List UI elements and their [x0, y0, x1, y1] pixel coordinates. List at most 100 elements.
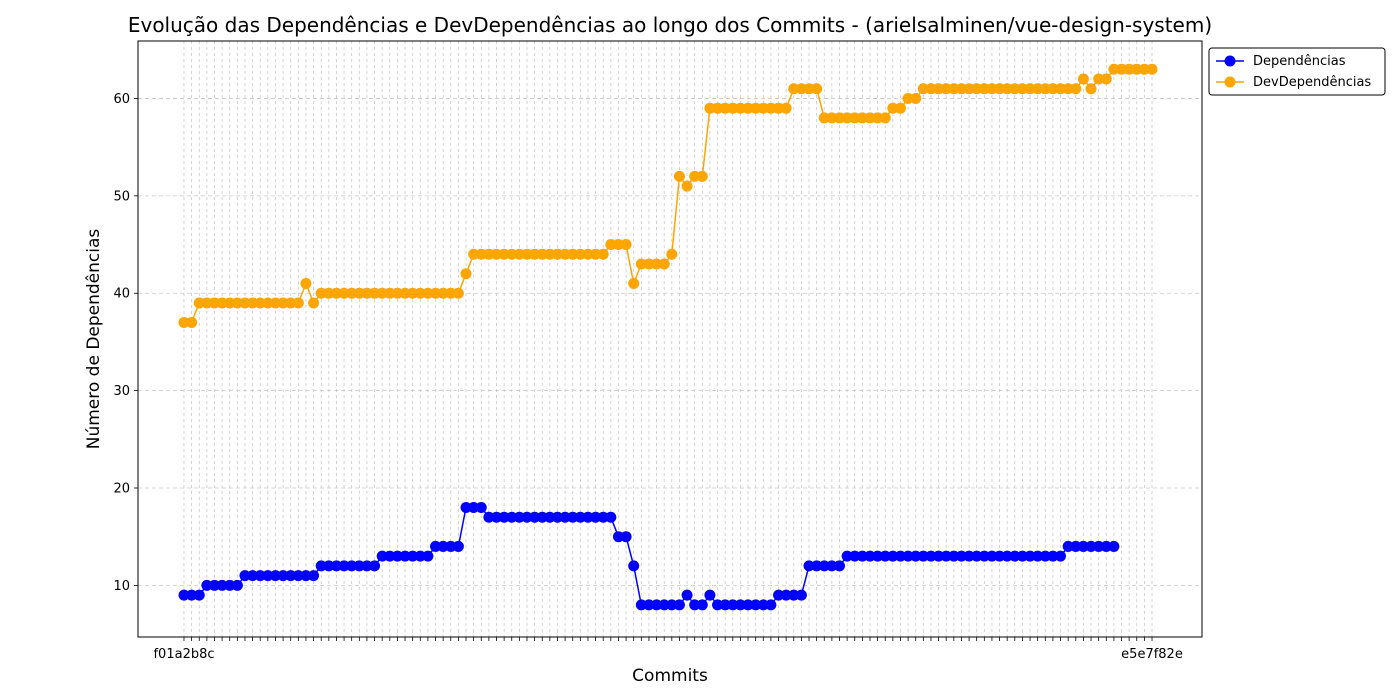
data-point-0	[529, 511, 541, 523]
data-point-0	[773, 589, 785, 601]
data-point-1	[254, 297, 266, 309]
data-point-1	[491, 248, 503, 260]
data-point-0	[1032, 550, 1044, 562]
data-point-0	[498, 511, 510, 523]
data-point-0	[506, 511, 518, 523]
data-point-1	[1108, 63, 1120, 75]
data-point-0	[673, 599, 685, 611]
data-point-0	[407, 550, 419, 562]
data-point-0	[948, 550, 960, 562]
data-point-1	[567, 248, 579, 260]
data-point-1	[201, 297, 213, 309]
data-point-0	[201, 579, 213, 591]
data-point-1	[544, 248, 556, 260]
data-point-1	[994, 83, 1006, 95]
legend-box	[1208, 47, 1386, 96]
data-point-1	[1032, 83, 1044, 95]
data-point-1	[978, 83, 990, 95]
data-point-1	[269, 297, 281, 309]
data-point-1	[673, 170, 685, 182]
data-point-0	[193, 589, 205, 601]
data-point-0	[247, 570, 259, 582]
data-point-0	[795, 589, 807, 601]
data-point-1	[437, 287, 449, 299]
data-point-1	[750, 102, 762, 114]
data-point-1	[757, 102, 769, 114]
data-point-1	[826, 112, 838, 124]
data-point-1	[315, 287, 327, 299]
y-tick-label: 30	[113, 384, 130, 399]
data-point-1	[452, 287, 464, 299]
data-point-1	[605, 239, 617, 251]
data-point-1	[651, 258, 663, 270]
data-point-0	[361, 560, 373, 572]
data-point-0	[285, 570, 297, 582]
data-point-1	[521, 248, 533, 260]
data-point-1	[186, 316, 198, 328]
data-point-1	[460, 268, 472, 280]
data-point-1	[323, 287, 335, 299]
data-point-1	[795, 83, 807, 95]
data-point-0	[757, 599, 769, 611]
data-point-0	[521, 511, 533, 523]
data-point-0	[224, 579, 236, 591]
data-point-0	[590, 511, 602, 523]
data-point-0	[475, 501, 487, 513]
data-point-0	[308, 570, 320, 582]
data-point-1	[712, 102, 724, 114]
data-point-0	[742, 599, 754, 611]
data-point-1	[330, 287, 342, 299]
legend: Dependências DevDependências	[1208, 47, 1386, 96]
data-point-0	[628, 560, 640, 572]
data-point-1	[498, 248, 510, 260]
data-point-0	[369, 560, 381, 572]
data-point-1	[513, 248, 525, 260]
data-point-1	[879, 112, 891, 124]
data-point-1	[224, 297, 236, 309]
data-point-1	[239, 297, 251, 309]
data-point-1	[193, 297, 205, 309]
data-point-0	[712, 599, 724, 611]
data-point-1	[1047, 83, 1059, 95]
data-point-0	[940, 550, 952, 562]
data-point-1	[414, 287, 426, 299]
data-point-0	[818, 560, 830, 572]
data-point-0	[856, 550, 868, 562]
data-point-0	[597, 511, 609, 523]
data-point-1	[376, 287, 388, 299]
data-point-1	[765, 102, 777, 114]
data-point-1	[948, 83, 960, 95]
data-point-1	[445, 287, 457, 299]
data-point-0	[468, 501, 480, 513]
data-point-1	[864, 112, 876, 124]
data-point-0	[917, 550, 929, 562]
legend-marker-dependencias	[1224, 55, 1236, 67]
data-point-0	[666, 599, 678, 611]
data-point-0	[430, 540, 442, 552]
data-point-1	[925, 83, 937, 95]
data-point-1	[833, 112, 845, 124]
data-point-0	[437, 540, 449, 552]
data-point-1	[1138, 63, 1150, 75]
y-tick-label: 50	[113, 189, 130, 204]
data-point-1	[917, 83, 929, 95]
data-point-0	[1070, 540, 1082, 552]
data-point-0	[551, 511, 563, 523]
legend-marker-devdependencias	[1224, 76, 1236, 88]
data-point-0	[1062, 540, 1074, 552]
data-point-1	[963, 83, 975, 95]
data-point-1	[384, 287, 396, 299]
data-point-1	[887, 102, 899, 114]
x-tick-label-first: f01a2b8c	[153, 647, 214, 662]
data-point-1	[407, 287, 419, 299]
y-axis-label: Número de Dependências	[84, 229, 104, 450]
data-point-0	[452, 540, 464, 552]
data-point-0	[1024, 550, 1036, 562]
data-point-1	[361, 287, 373, 299]
data-point-0	[1077, 540, 1089, 552]
data-point-1	[353, 287, 365, 299]
data-point-0	[902, 550, 914, 562]
data-point-1	[430, 287, 442, 299]
data-point-0	[849, 550, 861, 562]
data-point-1	[780, 102, 792, 114]
